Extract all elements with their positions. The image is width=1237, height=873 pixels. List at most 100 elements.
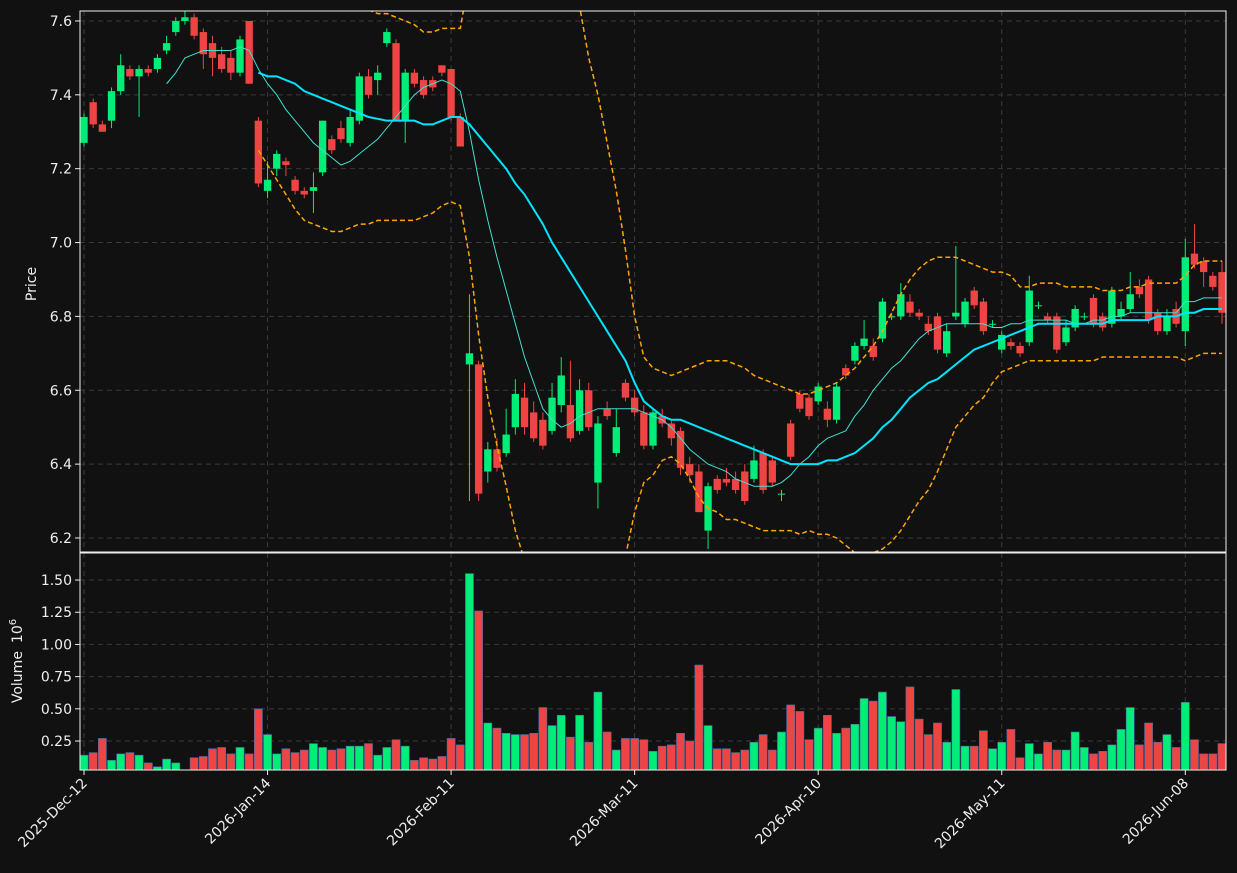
candle-body — [842, 368, 850, 376]
candle-body — [1135, 286, 1144, 295]
volume-bar — [428, 758, 438, 770]
candle-body — [199, 32, 207, 55]
volume-bar — [988, 748, 997, 770]
candle-body — [346, 116, 354, 143]
volume-bar — [786, 704, 795, 770]
candle-body — [649, 412, 657, 446]
candle-body — [1025, 290, 1033, 343]
candle-body — [1043, 316, 1052, 321]
y-tick-label: 7.6 — [50, 14, 72, 30]
candle-body — [282, 161, 290, 165]
candle-body — [1218, 272, 1226, 313]
volume-plot — [80, 553, 1226, 770]
candle-body — [998, 334, 1006, 350]
volume-bar — [896, 721, 906, 770]
candle-body — [786, 423, 795, 457]
volume-bar — [134, 754, 144, 770]
candle-body — [961, 301, 969, 324]
volume-bar — [951, 689, 961, 770]
candle-body — [548, 397, 556, 431]
candle-body — [695, 471, 703, 513]
candle-body — [621, 382, 630, 398]
candle-body — [952, 312, 960, 317]
volume-bar — [740, 749, 750, 770]
volume-bar — [1107, 744, 1117, 770]
candle-body — [263, 179, 272, 191]
volume-bar — [529, 732, 539, 770]
volume-bar — [318, 747, 327, 770]
volume-bar — [997, 742, 1007, 770]
candle-body — [1099, 316, 1107, 328]
candle-body — [80, 116, 88, 143]
candle-body — [98, 124, 107, 132]
candle-body — [1062, 327, 1070, 343]
candle-body — [245, 20, 253, 84]
volume-bar — [226, 753, 236, 770]
volume-bar — [1070, 731, 1080, 770]
candle-body — [273, 153, 281, 169]
volume-bar — [290, 752, 300, 770]
candle-body — [585, 390, 593, 428]
volume-bar — [602, 731, 612, 770]
candle-body — [117, 65, 125, 92]
volume-bar — [254, 708, 263, 770]
volume-bar — [354, 745, 364, 770]
candle-body — [1034, 305, 1043, 307]
candle-body — [217, 54, 226, 69]
volume-bar — [758, 734, 768, 770]
volume-bar — [263, 734, 272, 770]
volume-bar — [1024, 743, 1034, 770]
volume-bar — [373, 754, 383, 770]
volume-bar — [107, 760, 116, 770]
candle-body — [1126, 294, 1134, 310]
volume-bar — [639, 739, 649, 770]
volume-bar — [722, 748, 731, 770]
candle-body — [144, 68, 152, 73]
volume-bar — [1199, 753, 1208, 770]
volume-bar — [1052, 749, 1062, 770]
plot-frame — [79, 552, 1227, 771]
candle-body — [943, 331, 951, 354]
indicator-line — [369, 11, 1222, 395]
candle-body — [860, 338, 868, 346]
volume-bar — [749, 742, 759, 770]
y-tick-label: 6.4 — [50, 457, 72, 473]
volume-bar — [244, 753, 254, 770]
y-tick-label: 0.50 — [41, 702, 72, 718]
volume-bar — [364, 743, 373, 770]
candle-body — [741, 471, 749, 502]
volume-bar — [437, 756, 447, 770]
volume-bar — [731, 752, 740, 770]
volume-bar — [832, 732, 841, 770]
volume-bar — [1061, 749, 1071, 770]
volume-bar — [327, 749, 337, 770]
volume-bar — [923, 734, 933, 770]
candle-body — [1117, 309, 1125, 317]
candle-body — [814, 386, 822, 402]
candle-body — [1016, 345, 1024, 354]
candle-body — [1154, 312, 1162, 332]
volume-bar — [1116, 729, 1126, 770]
y-tick-label: 1.25 — [41, 605, 72, 621]
volume-bar — [1043, 742, 1052, 770]
candle-body — [1144, 279, 1153, 321]
volume-bar — [483, 722, 493, 770]
candle-body — [851, 345, 859, 361]
volume-bar — [189, 757, 199, 770]
volume-bar — [299, 749, 309, 770]
volume-bar — [492, 727, 502, 770]
candle-body — [254, 120, 263, 184]
volume-bar — [281, 748, 291, 770]
volume-bar — [143, 762, 153, 770]
candle-body — [713, 478, 721, 490]
candle-body — [447, 68, 455, 117]
y-tick-label: 6.6 — [50, 383, 72, 399]
volume-bar — [171, 762, 181, 770]
volume-bar — [217, 747, 226, 770]
volume-bar — [593, 691, 603, 770]
volume-bar — [1162, 734, 1172, 770]
candle-body — [823, 408, 832, 420]
volume-bar — [703, 725, 713, 770]
